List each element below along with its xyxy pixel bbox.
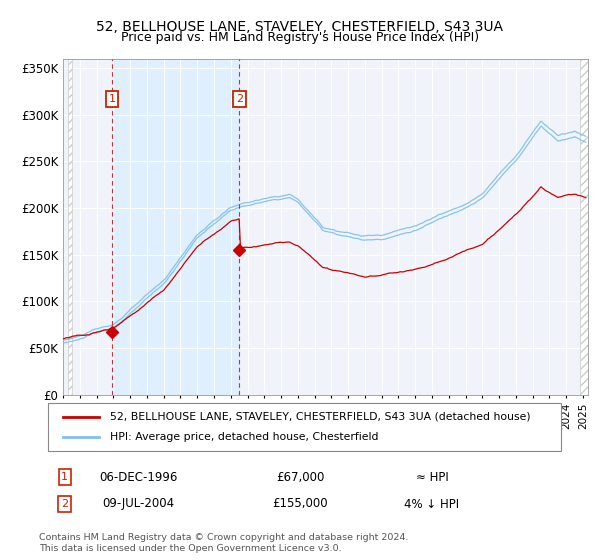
Text: 4% ↓ HPI: 4% ↓ HPI [404, 497, 460, 511]
Text: £155,000: £155,000 [272, 497, 328, 511]
Text: 52, BELLHOUSE LANE, STAVELEY, CHESTERFIELD, S43 3UA: 52, BELLHOUSE LANE, STAVELEY, CHESTERFIE… [97, 20, 503, 34]
Text: £67,000: £67,000 [276, 470, 324, 484]
Text: 06-DEC-1996: 06-DEC-1996 [99, 470, 177, 484]
Text: HPI: Average price, detached house, Chesterfield: HPI: Average price, detached house, Ches… [110, 432, 378, 442]
Text: 2: 2 [236, 94, 243, 104]
Bar [112, 59, 239, 395]
Text: 52, BELLHOUSE LANE, STAVELEY, CHESTERFIELD, S43 3UA (detached house): 52, BELLHOUSE LANE, STAVELEY, CHESTERFIE… [110, 412, 530, 422]
Text: 2: 2 [61, 499, 68, 509]
Text: 1: 1 [109, 94, 115, 104]
Text: Price paid vs. HM Land Registry's House Price Index (HPI): Price paid vs. HM Land Registry's House … [121, 31, 479, 44]
Text: Contains HM Land Registry data © Crown copyright and database right 2024.
This d: Contains HM Land Registry data © Crown c… [39, 533, 409, 553]
Text: 1: 1 [61, 472, 68, 482]
Text: 09-JUL-2004: 09-JUL-2004 [102, 497, 174, 511]
Text: ≈ HPI: ≈ HPI [416, 470, 448, 484]
FancyBboxPatch shape [48, 403, 561, 451]
